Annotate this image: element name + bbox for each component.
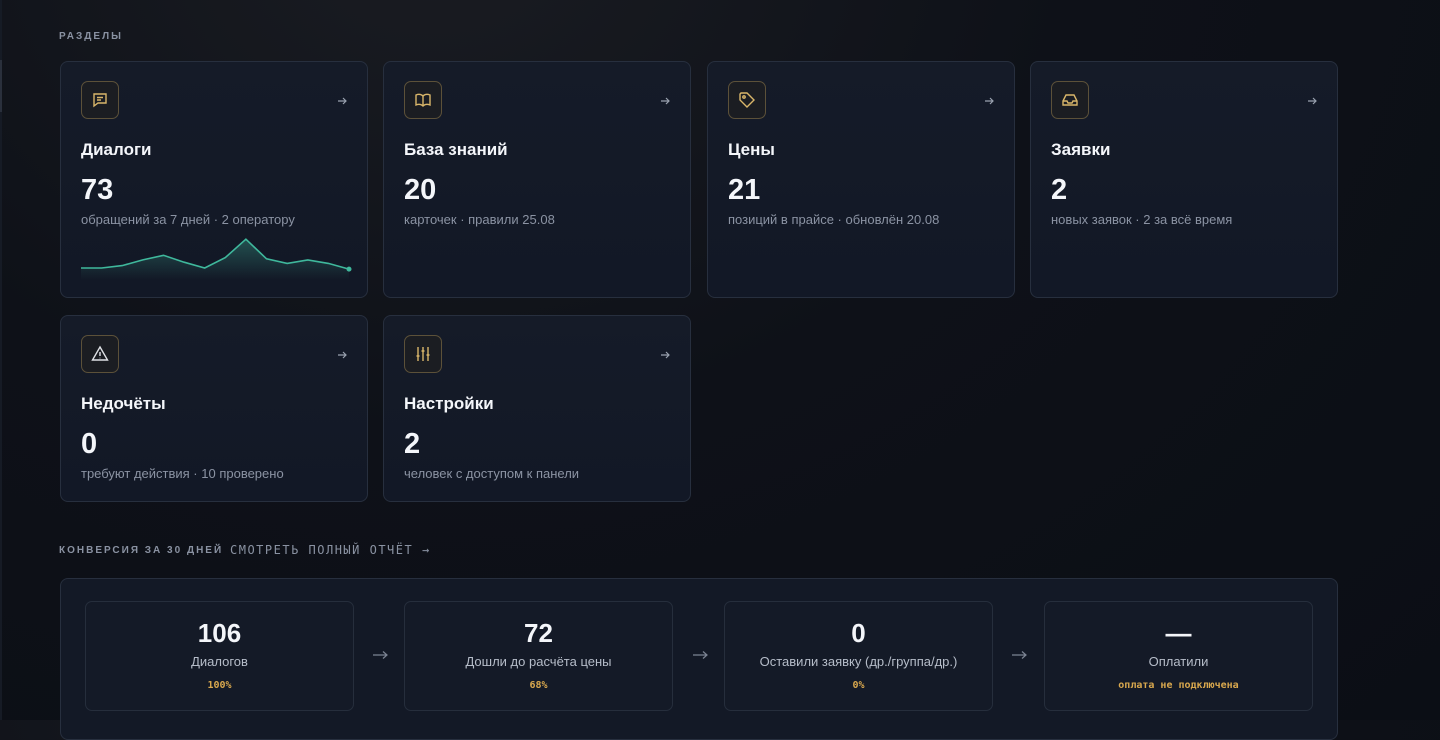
card-arrow <box>661 351 670 359</box>
card-subtitle: обращений за 7 дней · 2 оператору <box>81 212 295 227</box>
step-value: 106 <box>197 618 242 648</box>
card-title: Диалоги <box>81 140 152 159</box>
card-arrow <box>338 97 347 105</box>
card-value: 20 <box>404 174 437 206</box>
card-subtitle: человек с доступом к панели <box>404 466 580 481</box>
card-subtitle: новых заявок · 2 за всё время <box>1051 212 1233 227</box>
flow-arrow <box>373 651 388 659</box>
card[interactable]: Диалоги 73 обращений за 7 дней · 2 опера… <box>60 61 368 298</box>
card-value: 2 <box>1051 174 1068 206</box>
sparkline <box>81 238 352 280</box>
sparkline-area <box>81 239 349 280</box>
card-subtitle: требуют действия · 10 проверено <box>81 466 284 481</box>
card-value: 73 <box>81 174 114 206</box>
conversion-panel: 106 Диалогов 100% 72 Дошли до расчёта це… <box>60 578 1338 740</box>
sidebar-edge <box>0 0 2 720</box>
card-arrow <box>661 97 670 105</box>
step-note: 0% <box>852 680 865 691</box>
section-label: РАЗДЕЛЫ <box>59 31 123 42</box>
card[interactable]: Недочёты 0 требуют действия · 10 провере… <box>60 315 368 502</box>
card-subtitle: позиций в прайсе · обновлён 20.08 <box>728 212 940 227</box>
card-value: 21 <box>728 174 761 206</box>
card[interactable]: Заявки 2 новых заявок · 2 за всё время <box>1030 61 1338 298</box>
card-title: Настройки <box>404 394 494 413</box>
card-arrow <box>338 351 347 359</box>
flow-arrow <box>693 651 708 659</box>
card-icon <box>81 335 119 373</box>
sparkline-point <box>346 266 352 272</box>
card-icon <box>1051 81 1089 119</box>
funnel-step: 72 Дошли до расчёта цены 68% <box>404 601 673 711</box>
step-label: Дошли до расчёта цены <box>465 654 612 669</box>
card[interactable]: База знаний 20 карточек · правили 25.08 <box>383 61 691 298</box>
report-link[interactable]: СМОТРЕТЬ ПОЛНЫЙ ОТЧЁТ → <box>230 543 431 557</box>
step-label: Оплатили <box>1148 654 1209 669</box>
card[interactable]: Настройки 2 человек с доступом к панели <box>383 315 691 502</box>
step-value: — <box>1165 618 1192 648</box>
card-icon <box>404 335 442 373</box>
sparkline-line <box>81 238 350 270</box>
card-title: Цены <box>728 140 775 159</box>
step-note: 68% <box>529 680 548 691</box>
card-icon <box>728 81 766 119</box>
card-value: 0 <box>81 428 98 460</box>
step-value: 72 <box>524 618 553 648</box>
card-icon <box>81 81 119 119</box>
step-note: 100% <box>207 680 232 691</box>
step-label: Диалогов <box>191 654 248 669</box>
flow-arrow <box>1012 651 1027 659</box>
card-arrow <box>1308 97 1317 105</box>
step-value: 0 <box>851 618 866 648</box>
card-arrow <box>985 97 994 105</box>
funnel-step: 106 Диалогов 100% <box>85 601 354 711</box>
funnel-step: — Оплатили оплата не подключена <box>1044 601 1313 711</box>
card-icon <box>404 81 442 119</box>
step-note: оплата не подключена <box>1118 680 1239 691</box>
card[interactable]: Цены 21 позиций в прайсе · обновлён 20.0… <box>707 61 1015 298</box>
card-title: Недочёты <box>81 394 166 413</box>
card-title: Заявки <box>1051 140 1111 159</box>
conversion-label: КОНВЕРСИЯ ЗА 30 ДНЕЙ <box>59 545 224 556</box>
card-value: 2 <box>404 428 421 460</box>
sidebar-indicator <box>0 60 2 112</box>
card-title: База знаний <box>404 140 508 159</box>
funnel-step: 0 Оставили заявку (др./группа/др.) 0% <box>724 601 993 711</box>
card-subtitle: карточек · правили 25.08 <box>404 212 555 227</box>
step-label: Оставили заявку (др./группа/др.) <box>759 654 958 669</box>
